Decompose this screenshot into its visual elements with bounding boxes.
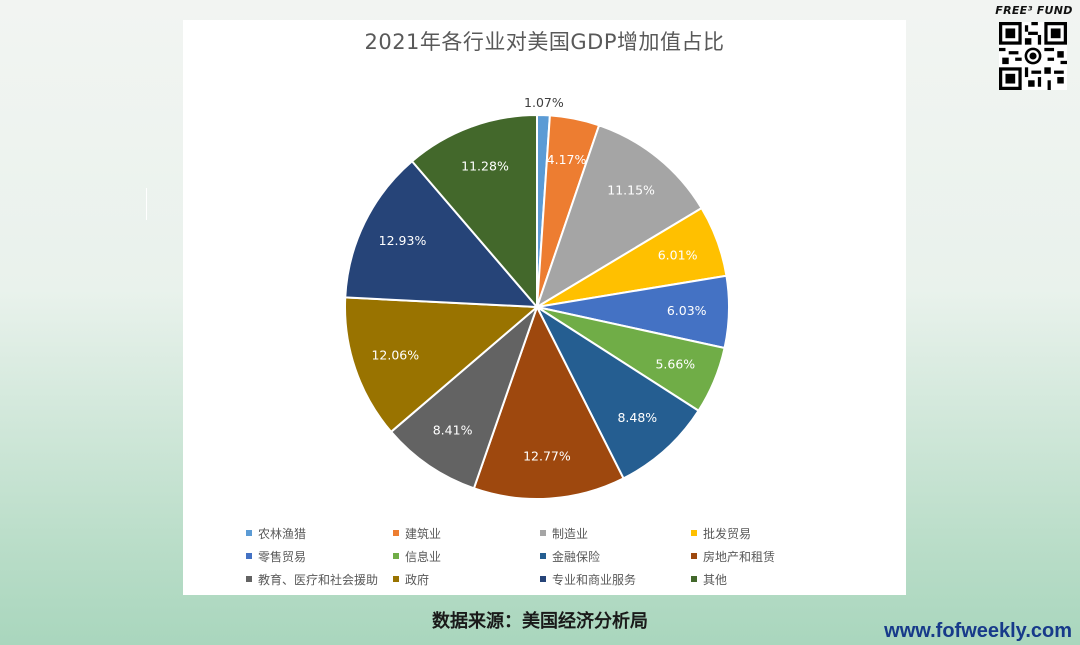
brand-box: FREE³ FUND [995,4,1073,96]
legend-item: 政府 [393,571,540,587]
pie-slice [389,303,540,490]
legend-label: 制造业 [552,526,589,541]
chart-legend: 农林渔猎 建筑业 制造业 批发贸易零售贸易 信息业 金融保险 房地产和租赁教育、医疗和社会援… [246,525,886,587]
slice-data-label: 1.07% [524,95,564,110]
edge-marker [146,188,147,220]
legend-swatch [246,530,252,536]
slice-data-label: 12.06% [371,347,419,362]
legend-label: 专业和商业服务 [552,572,637,587]
legend-label: 金融保险 [552,549,601,564]
legend-swatch [691,576,697,582]
legend-item: 信息业 [393,548,540,564]
pie-slice [344,296,540,434]
slice-data-label: 4.17% [547,152,587,167]
legend-item: 零售贸易 [246,548,393,564]
legend-item: 专业和商业服务 [540,571,691,587]
slice-data-label: 11.28% [461,159,509,174]
pie-slice [535,124,703,310]
legend-swatch [246,576,252,582]
legend-swatch [393,553,399,559]
legend-label: 房地产和租赁 [703,549,776,564]
legend-item: 其他 [691,571,871,587]
pie-slice [534,304,700,480]
pie-slice [410,113,538,310]
legend-swatch [393,576,399,582]
site-url[interactable]: www.fofweekly.com [884,620,1072,642]
legend-label: 农林渔猎 [258,526,307,541]
legend-label: 零售贸易 [258,549,307,564]
chart-card: 2021年各行业对美国GDP增加值占比 1.07% 4.17% 11.15% 6.01… [183,20,906,595]
slice-data-label: 12.77% [523,448,571,463]
legend-item: 教育、医疗和社会援助 [246,571,393,587]
slice-data-label: 5.66% [655,356,695,371]
brand-name: FREE³ FUND [995,4,1073,17]
slice-data-label: 8.41% [433,423,473,438]
legend-label: 批发贸易 [703,526,752,541]
qr-code-icon[interactable] [999,22,1067,90]
legend-swatch [393,530,399,536]
legend-swatch [691,553,697,559]
legend-swatch [246,553,252,559]
legend-item: 制造业 [540,525,691,541]
legend-label: 政府 [405,572,430,587]
legend-label: 建筑业 [405,526,442,541]
pie-slice [344,159,540,309]
pie-slice [472,304,625,500]
legend-item: 房地产和租赁 [691,548,871,564]
legend-item: 建筑业 [393,525,540,541]
slice-data-label: 6.03% [667,303,707,318]
slice-data-label: 11.15% [607,183,655,198]
legend-swatch [691,530,697,536]
legend-item: 金融保险 [540,548,691,564]
legend-swatch [540,530,546,536]
pie-chart: 1.07% 4.17% 11.15% 6.01% 6.03% 5.66% 8.48% 12.7… [344,95,730,500]
legend-item: 批发贸易 [691,525,871,541]
slice-data-label: 8.48% [617,410,657,425]
legend-label: 信息业 [405,549,442,564]
chart-title: 2021年各行业对美国GDP增加值占比 [364,30,725,54]
source-note: 数据来源：美国经济分析局 [432,611,648,632]
legend-label: 其他 [703,572,728,587]
legend-swatch [540,553,546,559]
slice-data-label: 12.93% [379,233,427,248]
legend-label: 教育、医疗和社会援助 [258,572,379,587]
slice-data-label: 6.01% [658,247,698,262]
legend-swatch [540,576,546,582]
legend-item: 农林渔猎 [246,525,393,541]
